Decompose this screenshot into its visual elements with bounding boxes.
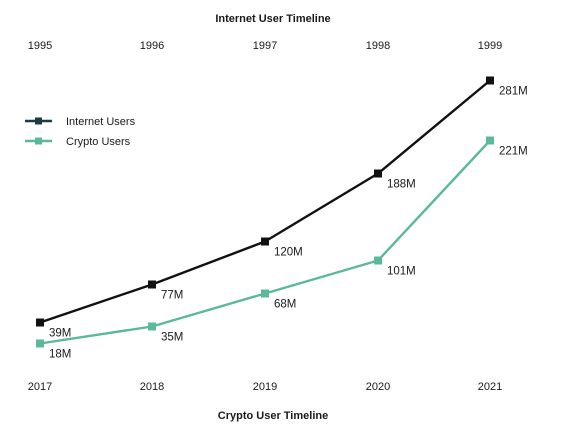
- legend-swatch-marker: [35, 117, 42, 125]
- legend-label: Crypto Users: [66, 136, 131, 148]
- data-label: 77M: [161, 290, 183, 302]
- bottom-tick-label: 2020: [366, 381, 390, 393]
- data-point: [36, 339, 44, 348]
- bottom-tick-label: 2021: [478, 381, 502, 393]
- data-label: 221M: [499, 146, 528, 158]
- data-point: [486, 76, 494, 85]
- chart-title: Internet User Timeline: [215, 13, 330, 25]
- legend-label: Internet Users: [66, 116, 136, 128]
- legend-item: Crypto Users: [25, 136, 131, 148]
- data-point: [36, 318, 44, 327]
- bottom-tick-label: 2017: [28, 381, 52, 393]
- legend: Internet Users Crypto Users: [25, 116, 136, 148]
- series-layer: 39M 77M 120M 188M 281M 18M 35M 68M 101M 221M: [36, 76, 528, 361]
- data-label: 188M: [387, 179, 416, 191]
- data-label: 18M: [49, 349, 71, 361]
- data-point: [486, 136, 494, 145]
- data-label: 68M: [274, 299, 296, 311]
- data-point: [261, 289, 269, 298]
- series-internet-users: 39M 77M 120M 188M 281M: [36, 76, 528, 340]
- bottom-axis-ticks: 2017 2018 2019 2020 2021: [28, 381, 502, 393]
- top-tick-label: 1997: [253, 40, 277, 52]
- data-label: 120M: [274, 247, 303, 259]
- top-tick-label: 1995: [28, 40, 52, 52]
- chart-subtitle: Crypto User Timeline: [218, 410, 328, 422]
- data-point: [374, 256, 382, 265]
- top-tick-label: 1996: [140, 40, 164, 52]
- bottom-tick-label: 2019: [253, 381, 277, 393]
- data-label: 35M: [161, 332, 183, 344]
- top-tick-label: 1999: [478, 40, 502, 52]
- top-tick-label: 1998: [366, 40, 390, 52]
- data-point: [148, 322, 156, 331]
- data-point: [261, 237, 269, 246]
- data-point: [374, 169, 382, 178]
- series-crypto-users: 18M 35M 68M 101M 221M: [36, 136, 528, 361]
- legend-swatch-marker: [35, 137, 42, 145]
- data-label: 101M: [387, 266, 416, 278]
- top-axis-ticks: 1995 1996 1997 1998 1999: [28, 40, 502, 52]
- data-label: 39M: [49, 328, 71, 340]
- legend-item: Internet Users: [25, 116, 136, 128]
- bottom-tick-label: 2018: [140, 381, 164, 393]
- data-point: [148, 280, 156, 289]
- data-label: 281M: [499, 86, 528, 98]
